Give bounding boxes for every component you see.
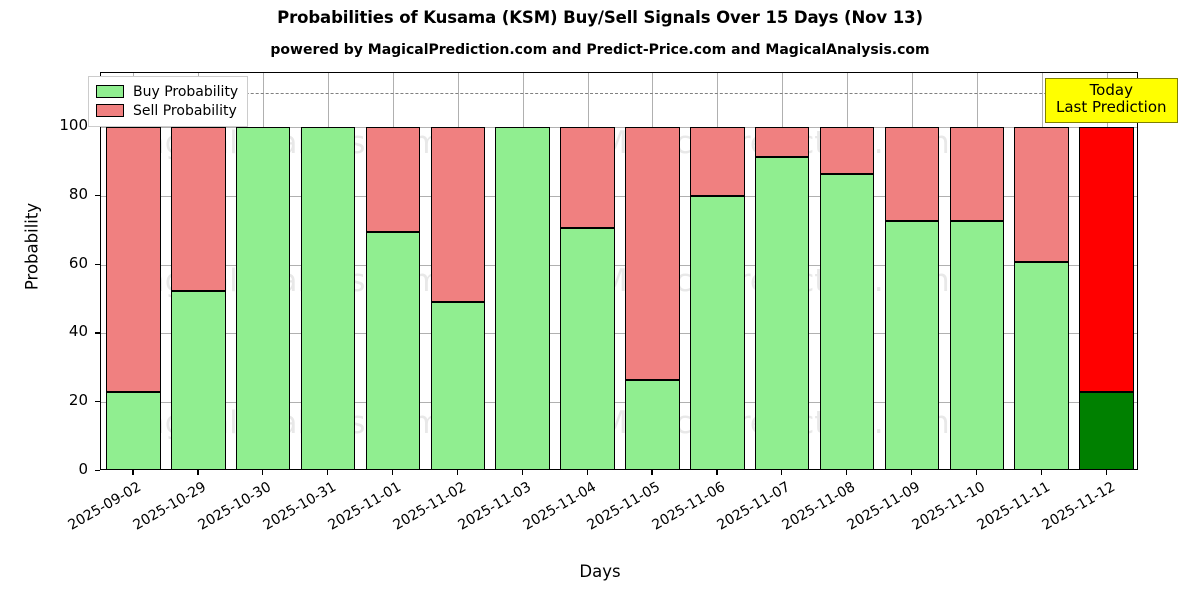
bar-segment-sell (819, 127, 875, 174)
x-axis-label: Days (579, 562, 621, 581)
bar-segment-buy (560, 227, 615, 469)
y-axis-tick-label: 60 (68, 253, 88, 272)
gridline-horizontal (101, 402, 1137, 404)
bar-segment-buy (235, 127, 291, 469)
reference-line (101, 92, 1137, 94)
bar-segment-buy (819, 173, 875, 469)
legend-label-buy: Buy Probability (133, 83, 239, 100)
bar-segment-sell (560, 127, 615, 228)
bar-segment-buy (495, 127, 550, 469)
x-axis-tick-mark (262, 470, 264, 475)
bar-segment-sell (949, 127, 1005, 221)
bar-stacked (625, 73, 680, 469)
y-axis-tick-mark (95, 194, 100, 197)
bar-stacked (690, 73, 745, 469)
bar-stacked (560, 73, 615, 469)
bar-stacked (949, 73, 1005, 469)
x-axis-tick-mark (327, 470, 329, 475)
legend-swatch-sell (96, 104, 124, 117)
bar-segment-sell (171, 127, 226, 291)
chart-legend: Buy Probability Sell Probability (88, 76, 249, 127)
bar-segment-buy (365, 231, 421, 469)
y-axis-tick-mark (95, 401, 100, 403)
bar-segment-sell (430, 127, 486, 303)
bar-stacked (884, 73, 940, 469)
bar-stacked (430, 73, 486, 469)
bar-stacked (1014, 73, 1069, 469)
bar-segment-sell (754, 127, 810, 158)
bar-stacked (754, 73, 810, 469)
today-annotation: Today Last Prediction (1045, 78, 1178, 123)
gridline-horizontal (101, 264, 1137, 266)
y-axis-tick-mark (95, 332, 100, 334)
today-annotation-line2: Last Prediction (1056, 98, 1167, 117)
bar-stacked (300, 73, 356, 469)
bar-stacked (819, 73, 875, 469)
x-axis-tick-mark (975, 470, 978, 475)
x-axis-tick-mark (132, 470, 134, 475)
bar-stacked (495, 73, 550, 469)
bar-segment-buy (430, 302, 486, 469)
legend-label-sell: Sell Probability (133, 102, 237, 119)
bar-segment-buy (1014, 261, 1069, 469)
legend-item-buy: Buy Probability (96, 82, 238, 101)
x-axis-tick-mark (521, 470, 523, 475)
x-axis-tick-mark (586, 470, 588, 475)
y-axis-tick-label: 80 (68, 184, 88, 203)
bar-segment-sell (365, 127, 421, 232)
bar-segment-sell (1079, 127, 1134, 392)
x-axis-tick-mark (846, 470, 848, 475)
bar-stacked (106, 73, 161, 469)
x-axis-tick-mark (910, 470, 913, 475)
gridline-horizontal (101, 333, 1137, 335)
chart-subtitle: powered by MagicalPrediction.com and Pre… (270, 42, 930, 58)
x-axis-tick-mark (391, 470, 394, 475)
x-axis-tick-mark (1040, 470, 1042, 475)
y-axis-tick-label: 100 (59, 116, 88, 134)
bar-segment-buy (949, 220, 1005, 469)
y-axis-tick-mark (95, 263, 100, 265)
legend-item-sell: Sell Probability (96, 101, 238, 120)
bar-segment-sell (625, 127, 680, 380)
x-axis-tick-mark (781, 470, 783, 475)
bar-segment-buy (625, 379, 680, 469)
bar-segment-buy (1079, 391, 1134, 469)
bar-segment-sell (884, 127, 940, 221)
legend-swatch-buy (96, 85, 124, 98)
chart-title: Probabilities of Kusama (KSM) Buy/Sell S… (277, 8, 923, 27)
bar-segment-buy (106, 391, 161, 469)
today-annotation-line1: Today (1089, 81, 1133, 99)
bar-stacked (365, 73, 421, 469)
bar-segment-buy (690, 196, 745, 469)
bar-segment-buy (171, 290, 226, 469)
plot-area: MagicalAnalysis.comMagicalPrediction.com… (100, 72, 1138, 470)
y-axis-label: Probability (22, 202, 42, 291)
bar-segment-buy (300, 127, 356, 469)
x-axis-tick-mark (197, 470, 199, 475)
x-axis-tick-mark (1105, 470, 1107, 475)
bar-segment-sell (690, 127, 745, 197)
y-axis-tick-label: 0 (78, 460, 88, 478)
bar-segment-sell (1014, 127, 1069, 262)
x-axis-tick-mark (716, 470, 718, 475)
x-axis-tick-mark (651, 470, 653, 475)
bar-segment-buy (884, 220, 940, 469)
y-axis-tick-mark (95, 470, 100, 472)
bar-segment-buy (754, 157, 810, 469)
gridline-horizontal (101, 195, 1137, 197)
y-axis-tick-label: 20 (68, 391, 88, 410)
bar-segment-sell (106, 127, 161, 392)
y-axis-tick-label: 40 (68, 322, 88, 341)
bar-today (1079, 73, 1134, 469)
bar-stacked (235, 73, 291, 469)
gridline-horizontal (101, 127, 1137, 128)
x-axis-tick-mark (456, 470, 459, 475)
bar-stacked (171, 73, 226, 469)
